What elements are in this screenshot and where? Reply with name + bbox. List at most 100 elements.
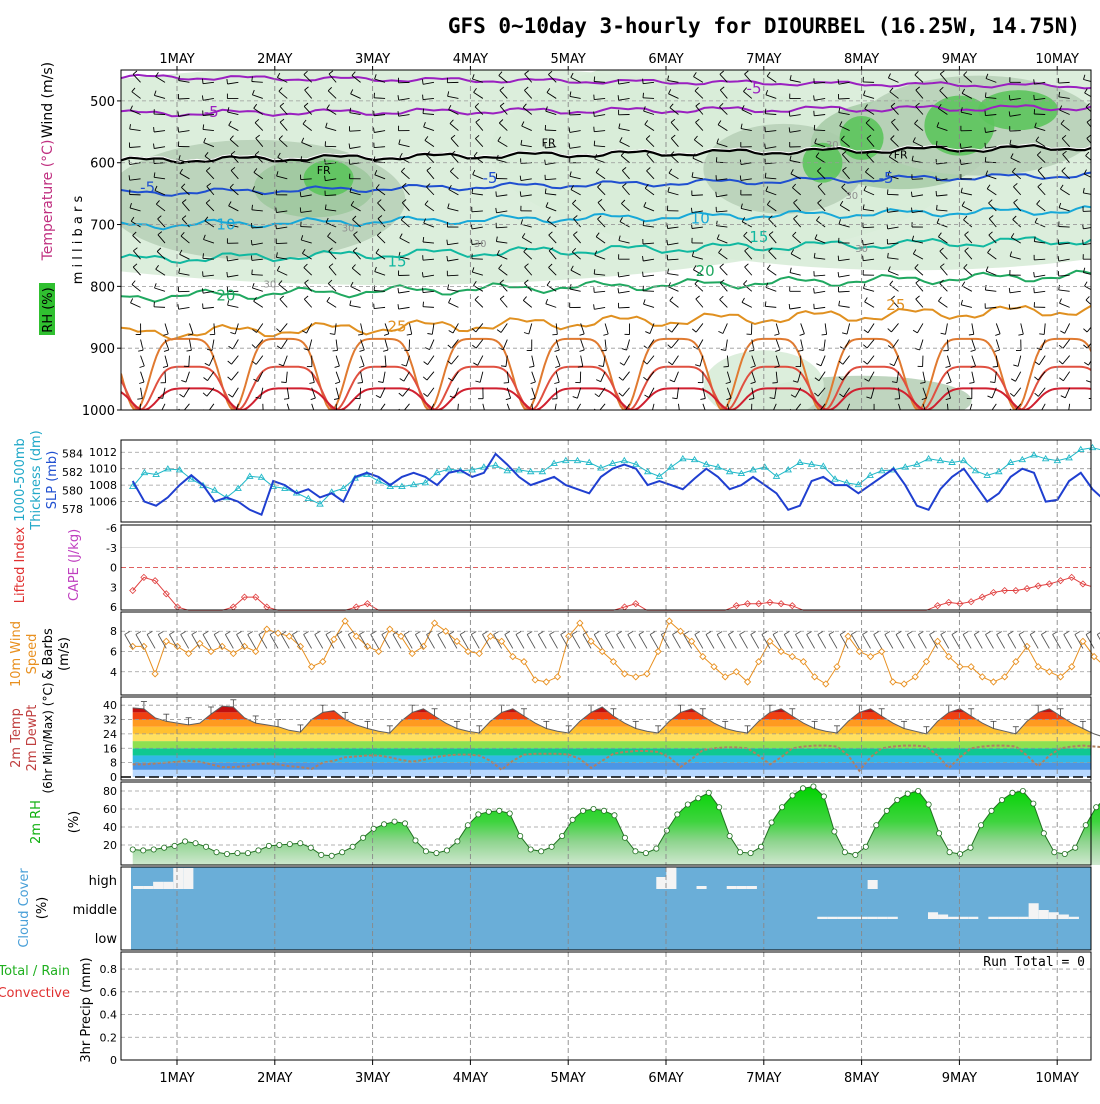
surface-barb-flag bbox=[1064, 631, 1069, 634]
wind-barb bbox=[309, 340, 312, 351]
wind-barb-flag bbox=[180, 394, 184, 397]
bottom-date-label: 5MAY bbox=[551, 1071, 586, 1086]
temperature-contour-label: 25 bbox=[388, 318, 407, 336]
surface-barb-flag bbox=[270, 631, 275, 634]
wind-barb bbox=[1063, 340, 1070, 349]
rh-marker bbox=[664, 828, 669, 833]
wind-barb-flag bbox=[1009, 95, 1010, 100]
cloud-unit-label: (%) bbox=[35, 897, 50, 920]
wind-barb-flag bbox=[1011, 379, 1015, 382]
wind-barb-flag bbox=[284, 399, 289, 400]
wind-barb-flag bbox=[227, 256, 228, 261]
wind-barb-flag bbox=[448, 345, 452, 348]
wind-barb bbox=[624, 356, 629, 366]
wind-barb-flag bbox=[138, 350, 143, 351]
wind-barb bbox=[575, 404, 581, 413]
rh-tick-label: 20 bbox=[103, 839, 117, 852]
li-line bbox=[133, 577, 1100, 610]
surface-barb bbox=[874, 634, 882, 648]
bottom-date-label: 7MAY bbox=[746, 1071, 781, 1086]
bottom-date-label: 2MAY bbox=[257, 1071, 292, 1086]
wind-barb bbox=[643, 275, 654, 276]
wind10m-label: 10m Wind bbox=[9, 621, 24, 687]
wind-barb-flag bbox=[1010, 393, 1014, 396]
surface-barb-flag bbox=[930, 631, 935, 634]
wind-barb bbox=[1039, 356, 1045, 365]
wind-barb bbox=[790, 273, 801, 276]
wind-barb-flag bbox=[277, 329, 281, 332]
top-date-label: 3MAY bbox=[355, 52, 390, 67]
temp-tick-label: 16 bbox=[103, 742, 117, 755]
wind-barb bbox=[605, 340, 606, 351]
wind-barb-flag bbox=[1060, 299, 1062, 304]
wind-barb-flag bbox=[916, 296, 920, 299]
cloud-high-bar bbox=[747, 886, 757, 889]
cloud-high-bar bbox=[183, 868, 193, 889]
surface-barb bbox=[415, 634, 423, 648]
surface-barb bbox=[628, 634, 636, 648]
surface-barb bbox=[706, 634, 714, 648]
rh-marker bbox=[738, 850, 743, 855]
surface-barb-flag bbox=[382, 631, 387, 634]
temperature-contour-label: 15 bbox=[749, 228, 768, 246]
temp-tick-label: 40 bbox=[103, 699, 117, 712]
rh-marker bbox=[989, 808, 994, 813]
wind-barb bbox=[545, 130, 556, 131]
top-date-label: 9MAY bbox=[942, 52, 977, 67]
wind-barb-flag bbox=[129, 175, 130, 180]
temp-tick-label: 24 bbox=[103, 728, 117, 741]
wind-barb-flag bbox=[163, 366, 168, 367]
wind-barb-flag bbox=[580, 334, 585, 335]
rh-marker bbox=[308, 845, 313, 850]
wind-barb bbox=[233, 340, 239, 349]
surface-barb-flag bbox=[863, 631, 868, 634]
wind-barb-flag bbox=[775, 350, 780, 352]
cloud-high-bar bbox=[727, 886, 737, 889]
surface-barb-flag bbox=[1008, 631, 1013, 634]
temp2m-label: 2m Temp bbox=[9, 708, 24, 768]
li-tick-label: 6 bbox=[110, 601, 117, 614]
rh-marker bbox=[162, 845, 167, 850]
wind-barb-flag bbox=[164, 350, 169, 352]
surface-barb bbox=[438, 634, 446, 648]
top-date-label: 1MAY bbox=[159, 52, 194, 67]
rh-contour-label: 30 bbox=[826, 140, 839, 151]
wind-barb-flag bbox=[1083, 329, 1087, 332]
thickness-label: 1000-500mb bbox=[13, 438, 28, 522]
wind-barb bbox=[814, 291, 825, 293]
wind-barb-flag bbox=[988, 396, 993, 398]
wind-barb-flag bbox=[767, 412, 772, 414]
surface-barb bbox=[1086, 634, 1094, 648]
wind-barb bbox=[1016, 372, 1021, 382]
wind-barb-flag bbox=[423, 377, 427, 380]
cloud-middle-bar bbox=[998, 917, 1008, 919]
temp-band bbox=[121, 763, 1091, 770]
surface-barb bbox=[740, 634, 748, 648]
wind-barb-flag bbox=[531, 382, 536, 384]
rh-contour-label: 30 bbox=[342, 224, 355, 235]
surface-barb bbox=[795, 634, 803, 648]
wind-speed-marker bbox=[487, 633, 493, 639]
wind-barb bbox=[643, 291, 654, 292]
wind-barb bbox=[427, 388, 434, 397]
wind-barb-flag bbox=[912, 208, 913, 213]
wind-barb bbox=[532, 356, 534, 367]
wind-barb bbox=[501, 323, 507, 332]
wind-barb-flag bbox=[946, 382, 951, 384]
wind-speed-marker bbox=[555, 674, 561, 680]
wind-barb bbox=[1034, 275, 1045, 277]
wind-barb bbox=[447, 275, 458, 276]
surface-barb bbox=[292, 634, 300, 648]
rh-marker bbox=[371, 826, 376, 831]
bottom-date-label: 1MAY bbox=[159, 1071, 194, 1086]
wind-barb bbox=[279, 284, 288, 291]
surface-barb-flag bbox=[281, 631, 286, 634]
wind-barb bbox=[742, 302, 752, 307]
wind-barb-flag bbox=[841, 412, 846, 414]
wind-barb bbox=[972, 340, 976, 350]
wind-speed-marker bbox=[834, 664, 840, 670]
wind-barb bbox=[700, 356, 703, 367]
wind-barb-flag bbox=[1063, 414, 1068, 415]
surface-barb-flag bbox=[885, 631, 890, 634]
wind-barb-flag bbox=[500, 296, 504, 299]
